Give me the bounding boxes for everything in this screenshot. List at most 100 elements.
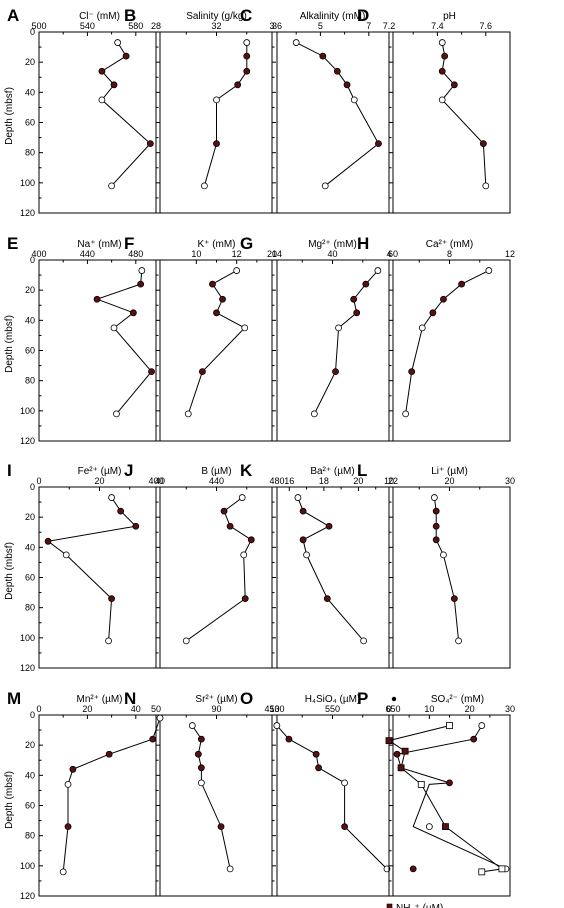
data-point (226, 865, 234, 873)
series-line (441, 42, 487, 186)
y-tick-label: 60 (25, 118, 35, 128)
plot-frame (388, 714, 511, 897)
data-point (393, 750, 401, 758)
x-tick-label: 18 (319, 476, 329, 486)
data-point (98, 67, 106, 75)
panel-letter: F (124, 234, 134, 253)
data-point (362, 280, 370, 288)
data-point (105, 637, 112, 645)
y-tick-label: 100 (20, 633, 35, 643)
plot-frame (271, 486, 394, 669)
plot-frame (271, 31, 394, 214)
series-line (203, 42, 248, 186)
x-tick-label: 60 (388, 249, 398, 259)
x-axis-title: pH (443, 11, 456, 22)
panel-h: H Ca²⁺ (mM) 4 8 12 (357, 234, 515, 442)
data-point (217, 823, 225, 831)
data-point (114, 39, 122, 46)
data-point (485, 267, 493, 274)
data-point-square (446, 722, 453, 729)
x-tick-label: 0 (36, 704, 41, 714)
x-tick-label: 5 (318, 21, 323, 31)
y-tick-label: 0 (30, 27, 35, 37)
data-point (458, 280, 466, 288)
data-point (198, 368, 206, 376)
data-point (129, 309, 137, 317)
data-point (241, 595, 249, 603)
data-point (418, 324, 426, 332)
data-point (440, 551, 447, 559)
data-point (213, 140, 220, 148)
data-point (353, 309, 361, 317)
data-point (59, 868, 67, 876)
x-axis-title: B (µM) (201, 466, 231, 477)
panel-c: C Alkalinity (mM) 3 5 7 (240, 6, 394, 214)
data-point (482, 182, 490, 190)
data-point (110, 324, 118, 332)
x-tick-label: 50 (151, 704, 161, 714)
legend-square-marker (386, 903, 393, 908)
x-axis-title: Ba²⁺ (µM) (310, 466, 354, 477)
data-point (213, 309, 220, 317)
panel-a: A Cl⁻ (mM) 500 540 580 0 20 40 60 80 100 120 (7, 6, 161, 218)
y-tick-label: 40 (25, 87, 35, 97)
series-line (186, 497, 252, 642)
series-line (276, 725, 388, 870)
data-point (440, 295, 447, 303)
x-tick-label: 400 (31, 249, 46, 259)
plot-frame (38, 714, 161, 897)
x-axis-title-sulfate: SO₄²⁻ (mM) (431, 694, 484, 705)
data-point (62, 551, 70, 559)
y-tick-label: 60 (25, 346, 35, 356)
plot-frame (38, 486, 161, 669)
data-point (113, 410, 120, 418)
data-point (238, 494, 246, 501)
y-tick-label: 120 (20, 663, 35, 673)
x-tick-label: 580 (128, 21, 143, 31)
x-tick-label: 3 (269, 21, 274, 31)
panel-letter: G (240, 234, 253, 253)
data-point (341, 779, 349, 787)
series-line (396, 725, 507, 870)
panel-b: B Salinity (g/kg) 28 32 36 (124, 6, 282, 214)
panel-l: L Li⁺ (µM) 10 20 30 (357, 461, 515, 669)
y-tick-label: 0 (30, 482, 35, 492)
panel-letter: O (240, 689, 253, 708)
data-point (432, 536, 440, 544)
legend-circle-marker (391, 696, 397, 702)
x-tick-label: 12 (505, 249, 515, 259)
panel-letter: C (240, 6, 252, 25)
data-point (375, 140, 382, 148)
x-tick-label: 500 (31, 21, 46, 31)
series-line (95, 270, 153, 415)
y-axis-label-row-2: Depth (mbsf) (4, 315, 15, 373)
data-point (184, 410, 192, 418)
x-tick-label: 30 (505, 476, 515, 486)
x-tick-label: 22 (388, 476, 398, 486)
x-tick-label: 14 (272, 249, 282, 259)
x-tick-label: 0 (386, 704, 391, 714)
data-point (273, 722, 281, 729)
data-point (323, 595, 331, 603)
panel-k: K Ba²⁺ (µM) 16 18 20 22 (240, 461, 398, 669)
data-point-square (417, 780, 425, 788)
y-tick-label: 80 (25, 376, 35, 386)
data-point (310, 410, 318, 418)
x-axis-title: Salinity (g/kg) (186, 11, 247, 22)
x-tick-label: 7 (366, 21, 371, 31)
panel-letter: L (357, 461, 367, 480)
panel-letter: P (357, 689, 368, 708)
y-axis-label-row-1: Depth (mbsf) (4, 87, 15, 145)
panel-g: G Mg²⁺ (mM) 20 40 60 (240, 234, 398, 442)
y-axis-label-row-3: Depth (mbsf) (4, 542, 15, 600)
data-point (138, 267, 146, 274)
data-point (432, 522, 440, 530)
series-line (433, 497, 460, 641)
panel-o: O H₄SiO₄ (µM) 450 550 650 (240, 689, 401, 897)
panel-n: N Sr²⁺ (µM) 50 90 130 (124, 689, 285, 897)
data-point (241, 324, 249, 332)
data-point (64, 780, 72, 788)
x-tick-label: 20 (82, 704, 92, 714)
